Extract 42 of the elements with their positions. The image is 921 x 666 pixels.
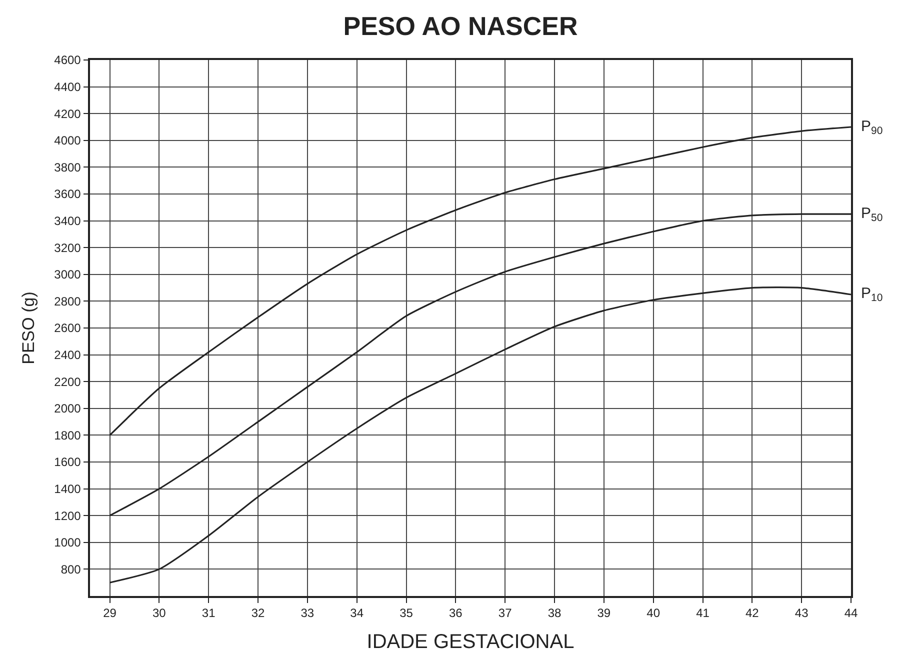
y-axis-title: PESO (g) <box>19 292 38 364</box>
x-tick-label: 31 <box>202 606 216 620</box>
y-tick-label: 2200 <box>54 374 82 389</box>
y-tick-label: 1000 <box>54 536 82 550</box>
y-tick-label: 3600 <box>54 187 82 202</box>
series-label: P$_{10}$ <box>861 285 883 304</box>
x-tick-label: 33 <box>300 606 314 620</box>
y-tick-label: 2600 <box>54 321 82 336</box>
x-tick-label: 39 <box>597 606 611 620</box>
y-tick-label: 800 <box>60 562 82 576</box>
y-tick-label: 1800 <box>54 428 82 442</box>
x-tick-label: 41 <box>696 606 710 620</box>
y-tick-label: 3000 <box>54 268 82 282</box>
x-tick-label: 37 <box>498 606 512 620</box>
x-tick-label: 43 <box>794 606 809 620</box>
y-tick-label: 1600 <box>54 455 82 470</box>
x-tick-label: 34 <box>350 606 364 620</box>
chart-title: PESO AO NASCER <box>343 10 578 41</box>
x-tick-label: 36 <box>449 606 463 620</box>
y-tick-label: 4000 <box>54 134 82 148</box>
y-tick-label: 1200 <box>54 508 82 523</box>
y-tick-label: 2800 <box>54 294 82 308</box>
y-tick-label: 4200 <box>54 106 82 121</box>
x-tick-label: 32 <box>251 606 266 620</box>
y-tick-label: 2400 <box>54 348 82 362</box>
series-label: P$_{90}$ <box>861 118 883 138</box>
series-label: P$_{50}$ <box>861 205 883 224</box>
x-tick-label: 38 <box>548 606 562 620</box>
x-tick-label: 35 <box>400 606 414 620</box>
x-tick-label: 30 <box>152 606 166 620</box>
x-tick-label: 44 <box>844 606 858 620</box>
y-tick-label: 3200 <box>54 240 82 255</box>
x-tick-label: 40 <box>646 606 660 620</box>
x-axis-title: IDADE GESTACIONAL <box>366 631 574 654</box>
x-tick-label: 29 <box>103 606 117 620</box>
y-tick-label: 1400 <box>54 482 82 496</box>
x-tick-label: 42 <box>745 606 760 620</box>
y-tick-label: 4600 <box>54 53 82 68</box>
y-tick-label: 4400 <box>54 80 82 94</box>
y-tick-label: 3400 <box>54 214 82 228</box>
y-tick-label: 3800 <box>54 160 82 174</box>
y-tick-label: 2000 <box>54 402 82 416</box>
